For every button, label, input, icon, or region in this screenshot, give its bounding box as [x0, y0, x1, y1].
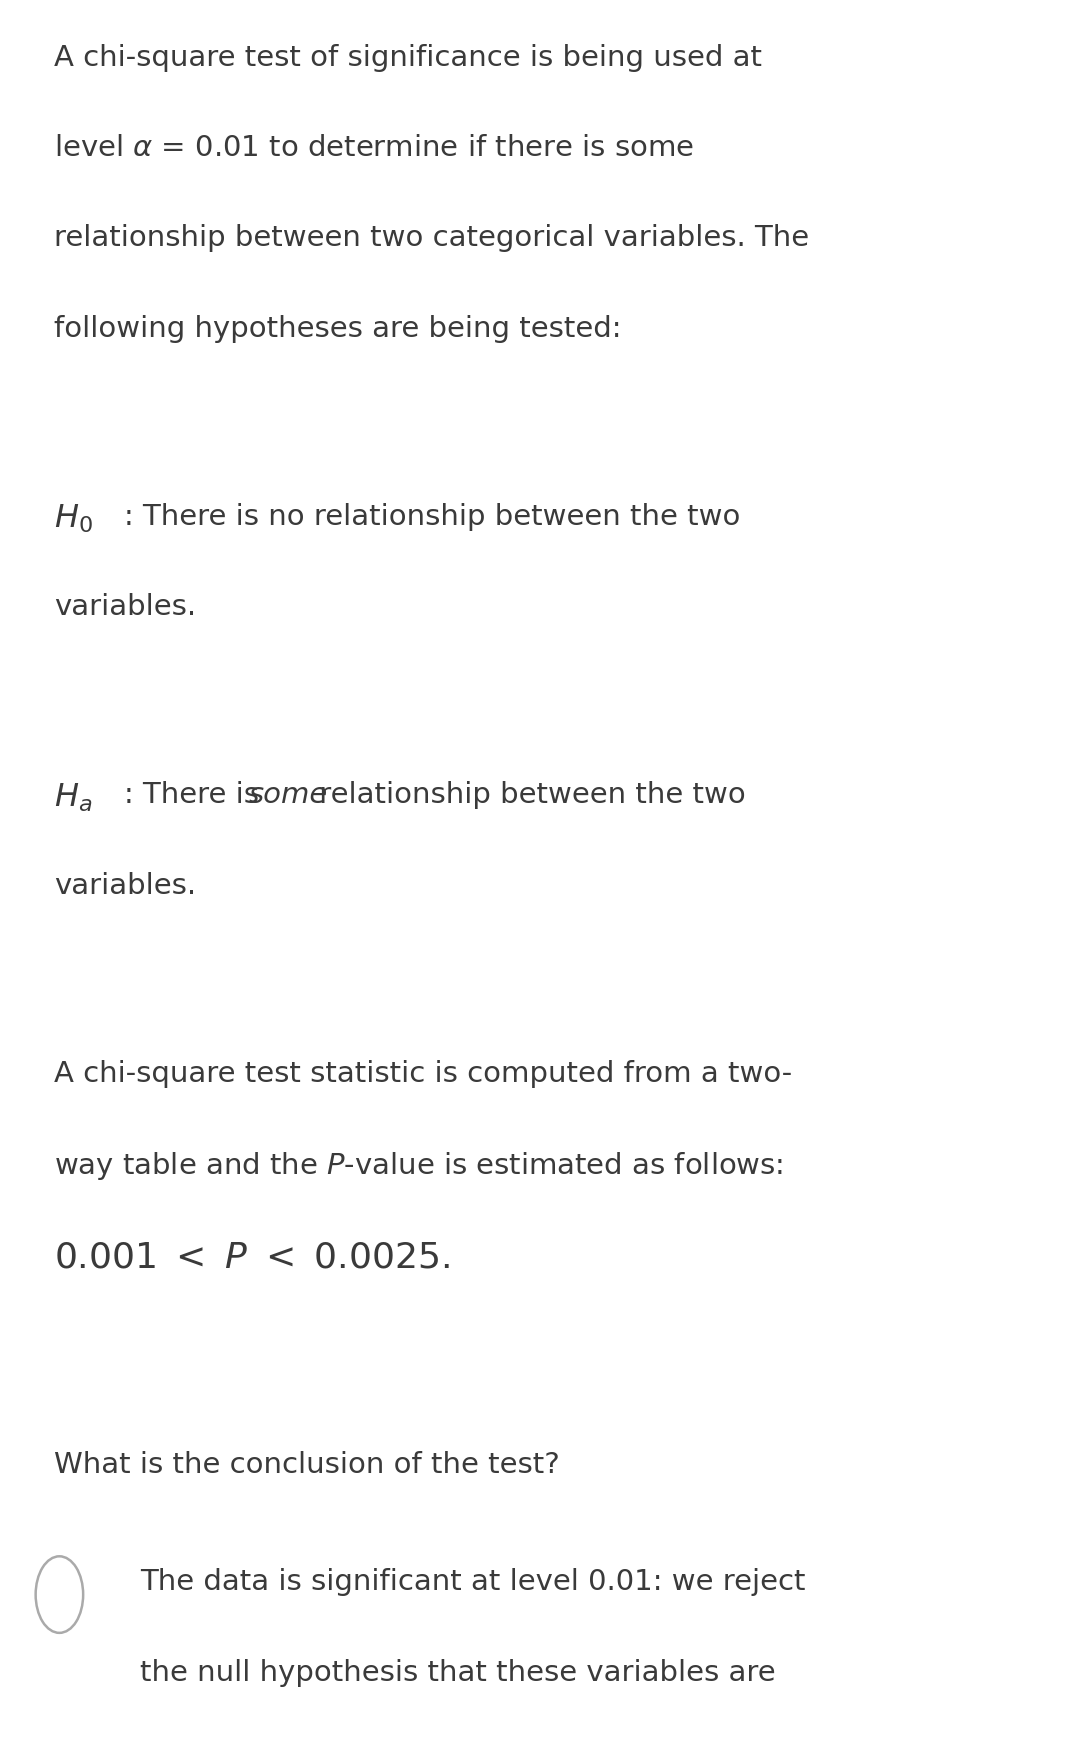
Text: 0.001 $<$ $P$ $<$ 0.0025.: 0.001 $<$ $P$ $<$ 0.0025. — [54, 1240, 450, 1275]
Text: What is the conclusion of the test?: What is the conclusion of the test? — [54, 1450, 559, 1478]
Text: level $\alpha$ = 0.01 to determine if there is some: level $\alpha$ = 0.01 to determine if th… — [54, 134, 693, 162]
Text: the null hypothesis that these variables are: the null hypothesis that these variables… — [140, 1657, 777, 1685]
Text: A chi-square test of significance is being used at: A chi-square test of significance is bei… — [54, 43, 762, 71]
Text: $H_0$: $H_0$ — [54, 503, 93, 536]
Text: way table and the $P$-value is estimated as follows:: way table and the $P$-value is estimated… — [54, 1149, 783, 1181]
Text: variables.: variables. — [54, 593, 197, 621]
Text: : There is no relationship between the two: : There is no relationship between the t… — [124, 503, 741, 530]
Text: relationship between two categorical variables. The: relationship between two categorical var… — [54, 224, 809, 252]
Text: following hypotheses are being tested:: following hypotheses are being tested: — [54, 315, 621, 343]
Text: The data is significant at level 0.01: we reject: The data is significant at level 0.01: w… — [140, 1567, 806, 1595]
Text: variables.: variables. — [54, 871, 197, 899]
Text: : There is: : There is — [124, 781, 269, 809]
Text: $H_a$: $H_a$ — [54, 781, 92, 814]
Text: A chi-square test statistic is computed from a two-: A chi-square test statistic is computed … — [54, 1059, 792, 1087]
Text: relationship between the two: relationship between the two — [310, 781, 745, 809]
Text: some: some — [248, 781, 327, 809]
